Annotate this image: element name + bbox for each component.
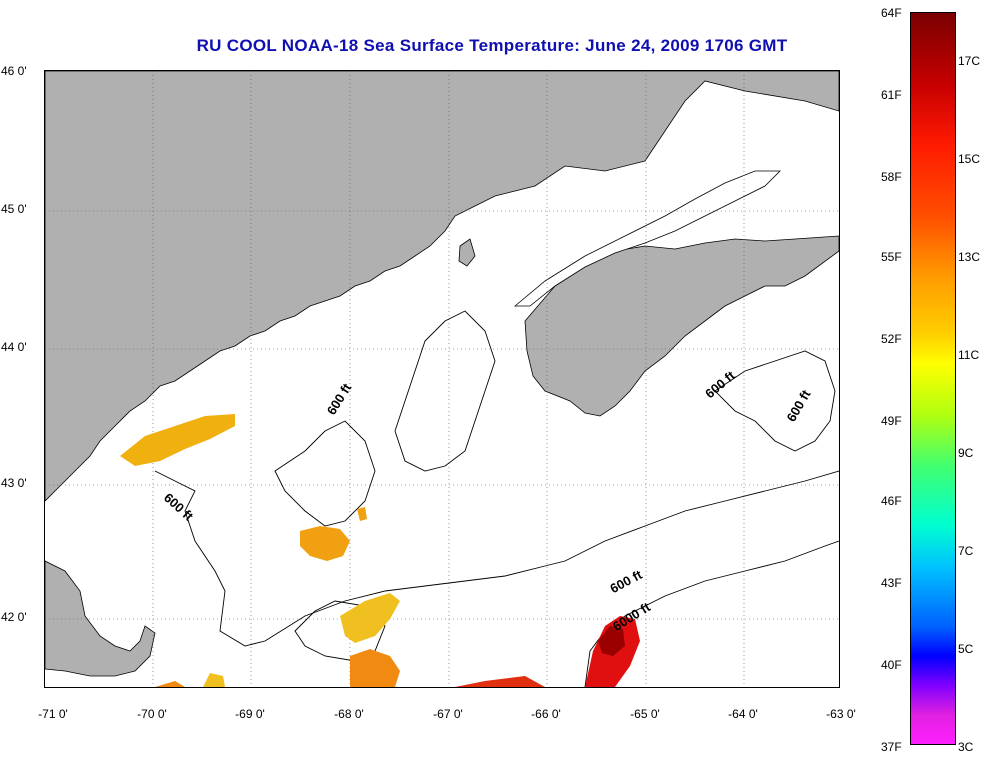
lon-label-63: -63 0' [826,707,856,721]
lat-label-45: 45 0' [1,202,27,216]
bay-of-fundy [513,170,781,307]
colorbar-c-5: 5C [958,642,974,656]
colorbar-c-17: 17C [958,54,981,68]
sst-patch-west [120,414,235,466]
sst-patch-southwest [155,681,185,687]
colorbar-f-64: 64F [881,6,902,20]
colorbar-c-7: 7C [958,544,974,558]
colorbar-f-40: 40F [881,658,902,672]
lat-label-43: 43 0' [1,476,27,490]
map-panel [44,70,840,688]
sst-patch-georges-south [350,649,400,687]
colorbar-f-46: 46F [881,494,902,508]
lat-label-42: 42 0' [1,610,27,624]
colorbar-f-43: 43F [881,576,902,590]
sst-map [45,71,839,687]
sst-patch-southwest-2 [203,673,225,687]
sst-patch-georges-north [340,593,400,643]
colorbar-f-61: 61F [881,88,902,102]
colorbar-c-13: 13C [958,250,981,264]
lon-label-69: -69 0' [235,707,265,721]
lon-label-71: -71 0' [38,707,68,721]
sst-patches [120,414,640,687]
colorbar-f-49: 49F [881,414,902,428]
colorbar-f-55: 55F [881,250,902,264]
mainland-land [45,71,839,502]
island-land [458,238,476,267]
graticule [45,71,839,687]
colorbar-c-11: 11C [958,348,980,362]
map-title: RU COOL NOAA-18 Sea Surface Temperature:… [196,36,788,55]
sst-patch-small [357,507,367,521]
lon-label-65: -65 0' [630,707,660,721]
lat-label-46: 46 0' [1,64,27,78]
lon-label-64: -64 0' [728,707,758,721]
colorbar-c-3: 3C [958,740,974,754]
colorbar-c-9: 9C [958,446,974,460]
colorbar-f-58: 58F [881,170,902,184]
sst-patch-gulfstream-core [598,626,625,656]
bathymetry-contours [154,310,839,687]
colorbar-f-52: 52F [881,332,902,346]
lon-label-66: -66 0' [531,707,561,721]
lon-label-67: -67 0' [433,707,463,721]
lat-label-44: 44 0' [1,340,27,354]
sst-patch-central [300,526,350,561]
lon-label-68: -68 0' [334,707,364,721]
nova-scotia-land [524,235,839,417]
sst-patch-south-strip [455,676,545,687]
lon-label-70: -70 0' [137,707,167,721]
colorbar-f-37: 37F [881,740,902,754]
colorbar-c-15: 15C [958,152,981,166]
temperature-colorbar [910,12,956,745]
massachusetts-land [45,560,156,677]
